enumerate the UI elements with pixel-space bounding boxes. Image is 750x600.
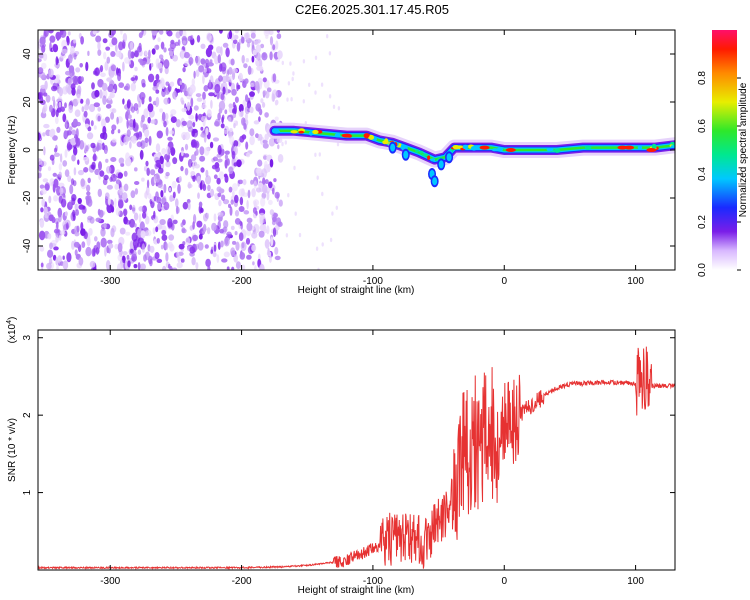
- colorbar-tick-label: 0.0: [697, 263, 708, 277]
- y-tick-label: 3: [22, 335, 33, 341]
- snr-y-multiplier-exponent: 4: [6, 320, 13, 324]
- snr-frame: [37, 329, 676, 571]
- snr-y-axis-label: SNR (10 * v/v): [7, 418, 18, 482]
- figure-title: C2E6.2025.301.17.45.R05: [295, 2, 449, 17]
- y-tick-label: 20: [22, 96, 33, 108]
- x-tick-label: 0: [501, 576, 507, 587]
- y-tick-label: 2: [22, 412, 33, 418]
- y-tick-label: -20: [22, 190, 33, 205]
- colorbar-tick-label: 0.8: [697, 71, 708, 85]
- colorbar-label: Normalized spectral amplitude: [738, 82, 749, 217]
- x-tick-label: -300: [100, 576, 120, 587]
- y-tick-label: 0: [22, 147, 33, 153]
- y-tick-label: 40: [22, 48, 33, 60]
- x-tick-label: 100: [627, 576, 644, 587]
- colorbar-tick-label: 0.6: [697, 119, 708, 133]
- snr-x-axis-label: Height of straight line (km): [298, 585, 415, 596]
- y-tick-label: -40: [22, 238, 33, 253]
- snr-y-multiplier: (x104): [6, 317, 18, 344]
- colorbar-tick-label: 0.4: [697, 167, 708, 181]
- snr-background: [38, 330, 675, 570]
- snr-y-multiplier-base: (x10: [7, 323, 18, 343]
- snr-series-line: [38, 346, 675, 570]
- snr-y-ticks: 1 2 3: [22, 335, 675, 495]
- x-tick-label: 100: [627, 276, 644, 287]
- colorbar: 0.0 0.2 0.4 0.6 0.8 Normalized spectral ampl…: [697, 30, 749, 277]
- spectrogram-signal-track: [266, 122, 675, 188]
- snr-y-multiplier-close: ): [7, 317, 18, 320]
- x-tick-label: -200: [232, 576, 252, 587]
- colorbar-gradient: [712, 30, 737, 270]
- x-tick-label: -100: [363, 276, 383, 287]
- x-tick-label: -200: [232, 276, 252, 287]
- spectrogram-y-ticks: -40 -20 0 20 40: [22, 48, 675, 253]
- x-tick-label: -100: [363, 576, 383, 587]
- spectrogram-y-axis-label: Frequency (Hz): [7, 116, 18, 185]
- colorbar-ticks: 0.0 0.2 0.4 0.6 0.8: [697, 71, 741, 277]
- colorbar-tick-label: 0.2: [697, 215, 708, 229]
- x-tick-label: 0: [501, 276, 507, 287]
- spectrogram-x-ticks: -300 -200 -100 0 100: [100, 30, 644, 287]
- y-tick-label: 1: [22, 489, 33, 495]
- snr-panel: -300 -200 -100 0 100 1 2 3 Height of straight …: [6, 317, 676, 596]
- spectrogram-x-axis-label: Height of straight line (km): [298, 285, 415, 296]
- x-tick-label: -300: [100, 276, 120, 287]
- spectrogram-noise: [38, 30, 341, 270]
- snr-x-ticks: -300 -200 -100 0 100: [100, 330, 644, 587]
